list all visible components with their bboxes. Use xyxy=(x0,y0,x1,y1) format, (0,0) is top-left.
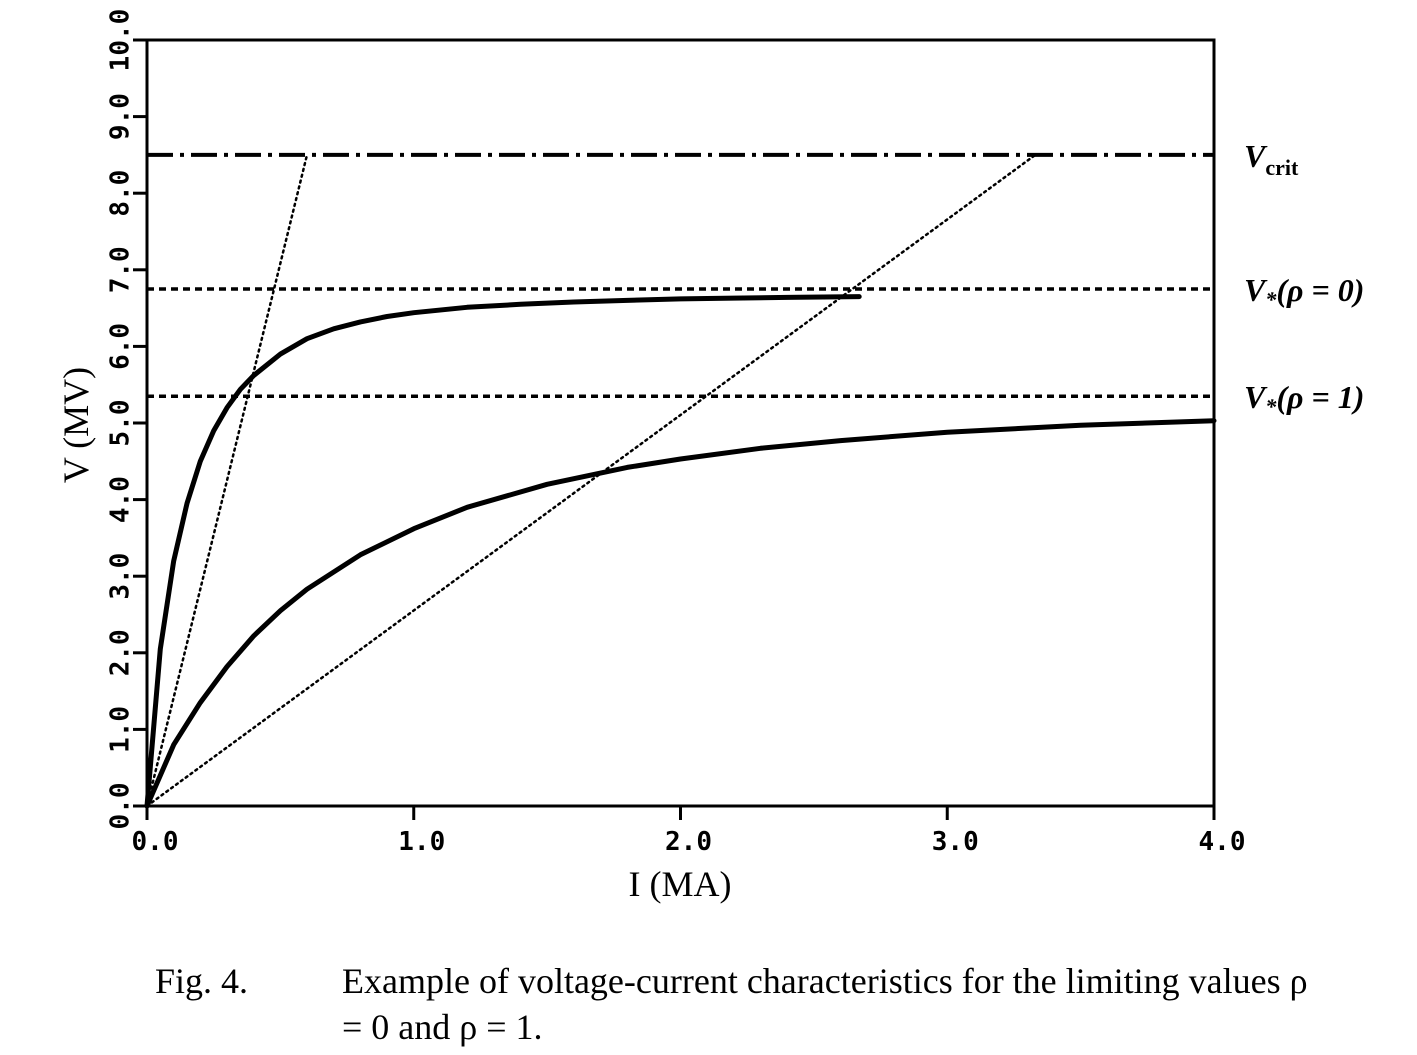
x-tick-label: 2.0 xyxy=(665,827,712,857)
y-axis-title: V (MV) xyxy=(56,367,96,483)
series-lines xyxy=(144,153,1217,809)
y-tick-label: 3.0 xyxy=(106,553,136,600)
y-tick-label: 0.0 xyxy=(106,783,136,830)
characteristic-curve-1 xyxy=(144,294,862,809)
x-axis-title: I (MA) xyxy=(629,864,732,904)
x-tick-label: 1.0 xyxy=(398,827,445,857)
voltage-current-chart: 0.0 1.0 2.0 3.0 4.0 5.0 6.0 7.0 8.0 9.0 10.0 0.0 1.… xyxy=(56,9,1364,904)
y-axis-ticks: 0.0 1.0 2.0 3.0 4.0 5.0 6.0 7.0 8.0 9.0 10.0 xyxy=(106,9,147,830)
y-tick-label: 6.0 xyxy=(106,323,136,370)
caption-label: Fig. 4. xyxy=(155,961,249,1001)
caption-text: Example of voltage-current characteristi… xyxy=(342,961,1308,1047)
y-tick-label: 9.0 xyxy=(106,93,136,140)
y-tick-label: 10.0 xyxy=(106,9,136,72)
reference-line-label: V*(ρ = 0) xyxy=(1244,272,1364,312)
x-axis-ticks: 0.0 1.0 2.0 3.0 4.0 xyxy=(132,806,1246,857)
reference-labels: Vcrit V*(ρ = 0) V*(ρ = 1) xyxy=(1244,138,1364,419)
tangent-line-2 xyxy=(145,153,1037,808)
x-tick-label: 0.0 xyxy=(132,827,179,857)
y-tick-label: 1.0 xyxy=(106,706,136,753)
y-tick-label: 5.0 xyxy=(106,400,136,447)
characteristic-curve-2 xyxy=(144,418,1217,809)
tangent-line-1 xyxy=(145,153,309,808)
x-tick-label: 3.0 xyxy=(932,827,979,857)
x-tick-label: 4.0 xyxy=(1199,827,1246,857)
y-tick-label: 4.0 xyxy=(106,476,136,523)
y-tick-label: 7.0 xyxy=(106,246,136,293)
reference-line-label: Vcrit xyxy=(1244,138,1299,180)
reference-line-label: V*(ρ = 1) xyxy=(1244,379,1364,419)
y-tick-label: 2.0 xyxy=(106,629,136,676)
y-tick-label: 8.0 xyxy=(106,170,136,217)
reference-lines xyxy=(147,152,1214,398)
